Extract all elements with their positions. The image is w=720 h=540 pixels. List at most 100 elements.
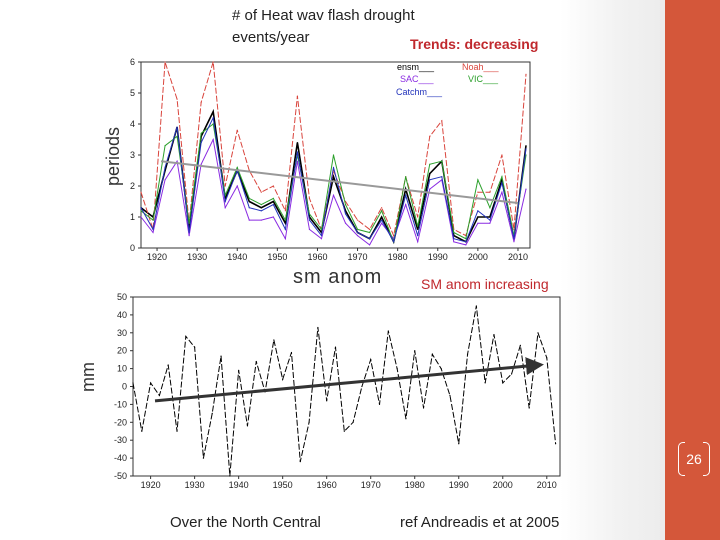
data-point <box>334 346 337 348</box>
data-point <box>493 333 495 336</box>
x-tick-label: 1970 <box>361 480 381 490</box>
data-point <box>200 101 202 103</box>
data-point <box>132 382 134 384</box>
data-point <box>387 330 389 332</box>
data-point <box>525 145 527 147</box>
data-point <box>343 430 345 432</box>
y-tick-label: 10 <box>117 364 127 374</box>
data-point <box>370 359 372 361</box>
data-point <box>284 222 286 224</box>
y-tick-label: 6 <box>130 57 135 67</box>
data-point <box>308 197 311 199</box>
data-point <box>200 132 202 134</box>
data-point <box>326 400 328 402</box>
data-point <box>224 194 226 196</box>
data-point <box>272 216 274 218</box>
data-point <box>453 241 455 243</box>
data-point <box>458 443 460 445</box>
chart-1: 1920 1930 1940 1950 1960 1970 1980 1990 2000 2010… <box>114 292 561 490</box>
y-tick-label: 1 <box>130 212 135 222</box>
data-point <box>449 394 451 397</box>
data-point <box>502 382 504 384</box>
data-point <box>501 176 503 178</box>
data-point <box>528 407 530 409</box>
data-point <box>405 204 407 206</box>
data-point <box>212 138 214 141</box>
data-point <box>525 73 527 75</box>
data-point <box>290 351 293 354</box>
data-point <box>152 231 154 234</box>
trend-note-decreasing: Trends: decreasing <box>410 36 539 52</box>
data-point <box>308 228 311 230</box>
series-line-noah <box>140 61 527 238</box>
data-point <box>260 219 262 221</box>
data-point <box>140 210 142 212</box>
x-tick-label: 1930 <box>185 480 205 490</box>
x-tick-label: 1920 <box>141 480 161 490</box>
data-point <box>176 135 178 137</box>
data-point <box>356 219 359 221</box>
data-point <box>284 228 286 230</box>
y-tick-label: -30 <box>114 435 127 445</box>
y-tick-label: 5 <box>130 88 135 98</box>
data-point <box>164 179 166 181</box>
y-tick-label: 30 <box>117 328 127 338</box>
data-point <box>140 207 142 209</box>
data-point <box>489 216 491 218</box>
data-point <box>368 228 371 230</box>
data-point <box>220 355 222 357</box>
data-point <box>417 241 419 243</box>
x-tick-label: 1990 <box>428 252 448 262</box>
data-point <box>236 166 238 168</box>
data-point <box>248 200 250 203</box>
x-tick-label: 1940 <box>227 252 247 262</box>
data-point <box>248 207 250 209</box>
data-point <box>368 244 371 246</box>
data-point <box>255 360 257 363</box>
data-point <box>332 176 335 178</box>
data-point <box>513 238 515 240</box>
legend-entry: VIC___ <box>468 74 499 84</box>
x-tick-label: 1960 <box>317 480 337 490</box>
data-point <box>381 222 383 224</box>
data-point <box>466 353 469 355</box>
data-point <box>422 407 425 409</box>
data-point <box>248 197 250 199</box>
data-point <box>381 216 383 218</box>
data-point <box>212 61 214 63</box>
data-point <box>296 142 299 144</box>
data-point <box>453 231 455 234</box>
data-point <box>320 228 323 230</box>
data-point <box>453 238 455 240</box>
data-point <box>224 200 226 203</box>
data-point <box>236 185 238 187</box>
data-point <box>158 394 161 397</box>
data-point <box>150 382 152 384</box>
data-point <box>429 163 431 165</box>
data-point <box>284 210 286 212</box>
y-tick-label: 50 <box>117 292 127 302</box>
data-point <box>405 418 407 420</box>
data-point <box>212 117 214 119</box>
x-tick-label: 2010 <box>508 252 528 262</box>
data-point <box>194 346 196 348</box>
data-point <box>477 179 479 181</box>
data-point <box>546 357 548 359</box>
data-point <box>417 228 419 230</box>
data-point <box>429 188 431 190</box>
data-point <box>164 166 166 168</box>
data-point <box>465 241 467 243</box>
data-point <box>176 160 178 162</box>
data-point <box>188 222 190 224</box>
data-point <box>381 219 383 221</box>
data-point <box>484 382 486 384</box>
data-point <box>212 111 214 113</box>
accent-band <box>665 0 720 540</box>
data-point <box>176 430 178 432</box>
data-point <box>477 216 479 218</box>
data-point <box>332 166 335 168</box>
data-point <box>414 350 416 352</box>
y-tick-label: 40 <box>117 310 127 320</box>
data-point <box>236 129 238 131</box>
